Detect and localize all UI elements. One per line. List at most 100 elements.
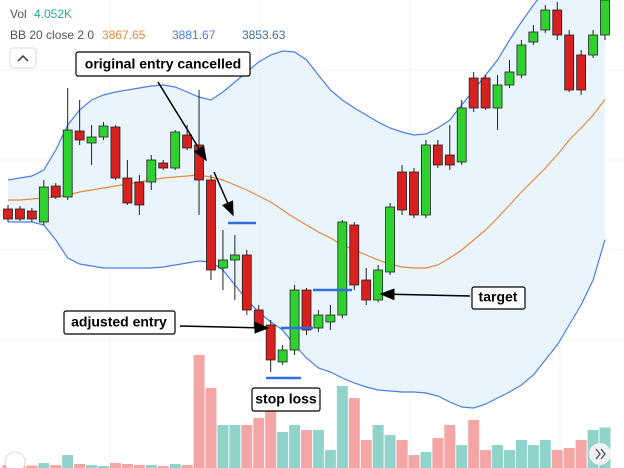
volume-bar <box>539 440 551 468</box>
candle-body <box>218 259 228 269</box>
volume-bar <box>396 440 408 468</box>
candle-body <box>420 144 431 216</box>
scroll-right-icon <box>595 448 606 460</box>
volume-bar <box>515 440 527 468</box>
volume-bar <box>265 395 277 468</box>
candle-body <box>516 44 527 76</box>
candle-body <box>265 324 276 361</box>
candle-body <box>409 171 419 216</box>
indicator-label: BB 20 close 2 0 <box>10 28 94 42</box>
candle-body <box>564 34 575 91</box>
annotation-box <box>251 387 321 412</box>
volume-bar <box>38 463 50 468</box>
candle-body <box>134 181 145 206</box>
candle-body <box>158 162 169 169</box>
volume-bar <box>563 448 575 468</box>
candle-body <box>15 208 25 220</box>
band-line <box>7 0 539 181</box>
volume-bar <box>229 425 241 468</box>
volume-bar <box>480 450 492 468</box>
legend: Vol 4.052K BB 20 close 2 0 3867.65 3881.… <box>4 7 611 468</box>
volume-bar <box>241 425 253 468</box>
volume-bar <box>527 445 539 468</box>
candle-body <box>576 54 587 91</box>
volume-bar <box>133 465 145 468</box>
volume-bar <box>289 425 301 468</box>
candle-body <box>182 134 193 149</box>
basis-value: 3867.65 <box>102 28 146 42</box>
candle-body <box>301 289 312 331</box>
candle-body <box>26 210 37 220</box>
candle-body <box>552 9 563 36</box>
band-line <box>8 99 606 269</box>
volume-bar <box>372 425 384 468</box>
arrow <box>157 81 207 162</box>
volume-bar <box>551 450 563 468</box>
candle-body <box>397 171 407 211</box>
candles <box>3 0 610 372</box>
candle-body <box>86 136 97 144</box>
annotation: adjusted entry <box>71 314 167 330</box>
volume-bar <box>205 388 217 468</box>
candle-body <box>385 206 395 273</box>
band-fill <box>8 0 605 408</box>
upper-value: 3881.67 <box>172 28 216 42</box>
annotations: original entry cancelled adjusted entry … <box>63 51 526 412</box>
candle-body <box>206 179 216 271</box>
candle-body <box>361 279 372 301</box>
volume-bar <box>468 420 480 468</box>
volume-bar <box>50 465 62 468</box>
annotation: original entry cancelled <box>85 56 241 72</box>
candle-body <box>194 144 204 181</box>
candle-body <box>432 144 443 166</box>
volume-value: 4.052K <box>34 7 72 21</box>
candle-body <box>540 9 551 31</box>
annotation: stop loss <box>255 391 317 407</box>
candle-body <box>468 77 479 109</box>
candle-body <box>277 349 288 363</box>
volume-bar <box>492 445 504 468</box>
candle-body <box>3 208 13 220</box>
collapse-button[interactable] <box>9 47 37 69</box>
volume-bar <box>193 355 205 468</box>
candle-body <box>504 71 515 86</box>
candle-body <box>74 130 85 141</box>
candle-body <box>588 34 598 56</box>
annotation-box <box>75 51 251 77</box>
volume-bar <box>74 464 86 468</box>
volume-label: Vol <box>10 7 27 21</box>
candle-body <box>38 186 49 223</box>
arrow <box>379 288 471 301</box>
candle-body <box>480 77 491 109</box>
candle-body <box>170 131 181 169</box>
candle-body <box>98 125 109 138</box>
candle-body <box>241 254 252 311</box>
candle-body <box>313 314 324 329</box>
volume-bar <box>217 425 229 468</box>
volume-bar <box>360 440 372 468</box>
candle-body <box>600 0 610 36</box>
candle-body <box>50 185 61 198</box>
volume-bar <box>253 418 265 468</box>
volume-bar <box>301 430 312 468</box>
volume-bar <box>86 465 98 468</box>
annotation: target <box>479 289 518 305</box>
candle-body <box>456 107 467 163</box>
volume-bar <box>181 465 193 468</box>
band-line <box>8 221 606 409</box>
candle-body <box>110 126 121 179</box>
volume-bar <box>420 452 432 468</box>
volume-bar <box>408 455 420 468</box>
scroll-button[interactable] <box>4 451 26 468</box>
candle-body <box>122 177 133 204</box>
volume-bar <box>145 465 157 468</box>
candle-body <box>444 154 455 166</box>
volume-bar <box>444 425 456 468</box>
volume-bar <box>503 450 515 468</box>
candle-body <box>349 224 360 286</box>
volume-bar <box>26 465 38 468</box>
volume-bar <box>98 466 110 468</box>
volume-bar <box>456 445 468 468</box>
candle-body <box>373 269 384 301</box>
